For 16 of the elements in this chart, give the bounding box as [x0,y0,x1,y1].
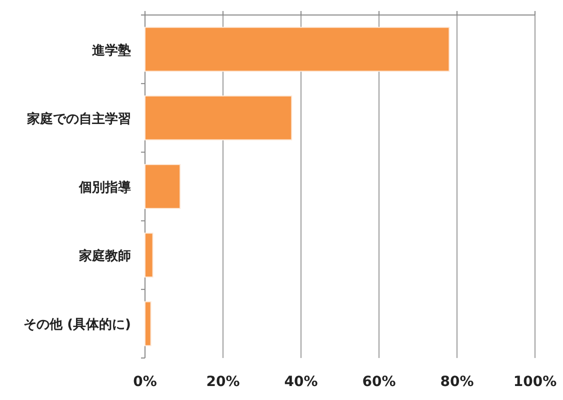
bar [144,232,154,278]
bar [144,95,292,140]
x-tick-label: 60% [362,374,396,390]
y-tick-label: 個別指導 [78,180,132,196]
y-tick-label: 進学塾 [91,42,131,58]
x-tick-label: 80% [440,374,474,390]
bar [144,26,450,72]
y-tick-label: 家庭での自主学習 [26,110,131,127]
x-tick-label: 40% [284,374,318,390]
bar [144,301,152,346]
y-tick-label: 家庭教師 [78,248,131,264]
bar [144,164,181,209]
x-tick-label: 100% [513,374,557,390]
y-tick-label: その他 (具体的に) [24,318,131,333]
x-tick-label: 0% [133,374,157,390]
x-tick-label: 20% [206,374,240,390]
